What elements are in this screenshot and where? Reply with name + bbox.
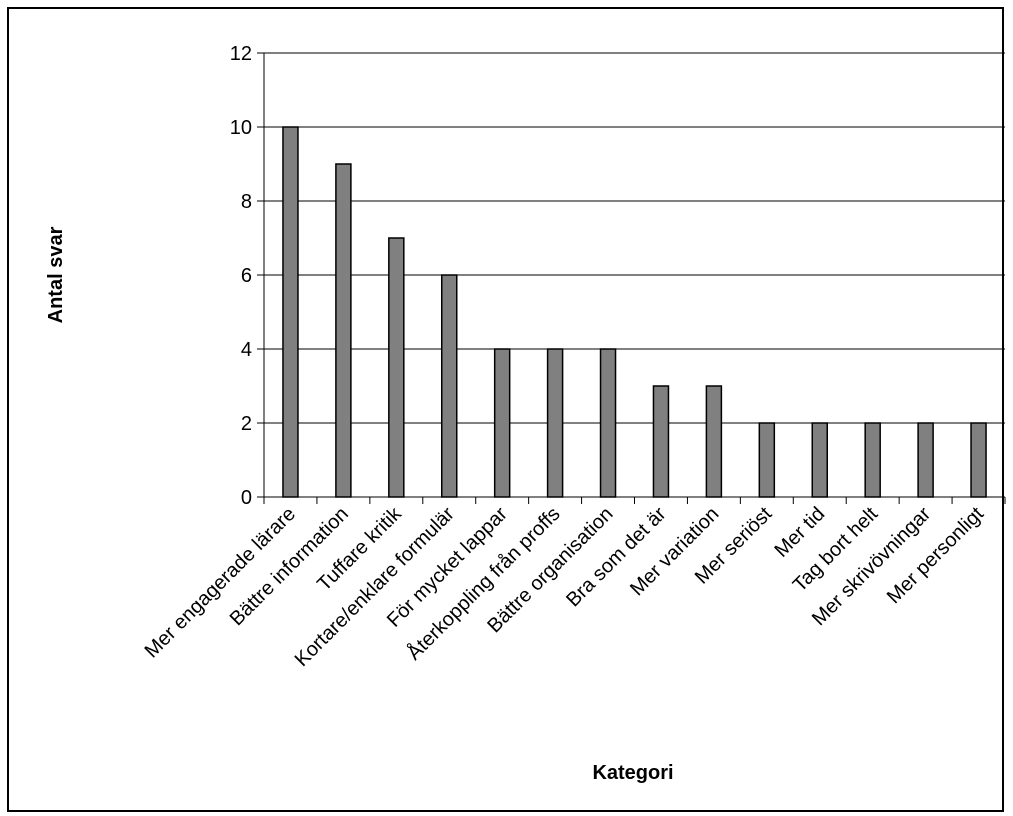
bar [970,422,987,498]
bar [493,348,511,498]
bar [758,422,776,498]
y-tick-labels: 0 2 4 6 8 10 12 [230,43,264,509]
bar [705,385,723,498]
y-tick-label: 6 [241,265,252,287]
bar [546,348,564,498]
y-tick-label: 12 [230,43,252,65]
bar [282,126,299,498]
bar [335,163,352,498]
y-tick-label: 2 [241,413,252,435]
y-tick-label: 4 [241,339,252,361]
y-tick-label: 0 [241,487,252,509]
bar [388,237,405,498]
bars [282,126,987,498]
bar [864,422,881,498]
bar [441,274,458,498]
y-axis-title: Antal svar [45,226,67,323]
bar [917,422,934,498]
bar [811,422,828,498]
bar [599,348,617,498]
x-tick-label: Mer personligt [883,503,988,608]
bar [652,385,670,498]
gridlines [264,52,1005,424]
x-axis-title: Kategori [592,762,673,784]
y-tick-label: 10 [230,117,252,139]
y-tick-label: 8 [241,191,252,213]
